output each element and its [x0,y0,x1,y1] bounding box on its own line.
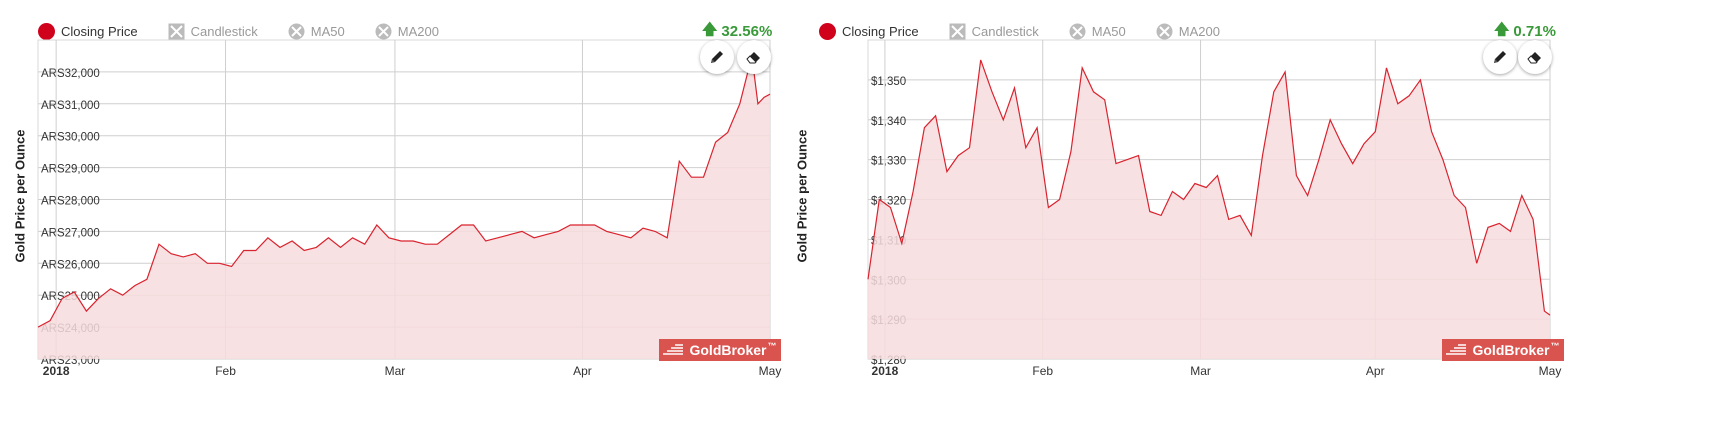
brand-name: GoldBroker [1472,342,1550,358]
y-tick-label: ARS29,000 [41,164,100,176]
draw-button[interactable] [1483,40,1517,74]
y-tick-label: ARS27,000 [41,227,100,239]
disabled-x-icon [1156,23,1173,39]
goldbroker-logo: GoldBroker ™ [659,339,781,361]
y-tick-label: $1,340 [871,116,906,128]
draw-button[interactable] [700,40,734,74]
y-tick-label: $1,330 [871,156,906,168]
change-value: 32.56% [721,23,773,40]
brand-bars-icon [1446,344,1467,355]
chart-panel-ars: Closing Price Candlestick MA50 MA200 🡅 3… [13,19,782,378]
y-tick-label: ARS31,000 [41,100,100,112]
x-tick-label: May [759,364,782,378]
y-tick-label: $1,350 [871,76,906,88]
chart-svg: ARS23,000ARS24,000ARS25,000ARS26,000ARS2… [37,39,782,378]
eraser-icon [746,52,760,64]
x-tick-label: Mar [385,364,406,378]
legend-closing-price[interactable]: Closing Price [38,22,138,40]
legend-ma200[interactable]: MA200 [375,23,439,40]
legend-candlestick[interactable]: Candlestick [949,23,1039,40]
legend-label: MA50 [310,23,345,39]
disabled-x-icon [288,23,305,39]
brand-trademark: ™ [767,341,777,351]
x-tick-label: Apr [573,364,592,378]
legend-label: MA200 [397,23,439,39]
chart-panel-usd: Closing Price Candlestick MA50 MA200 🡅 0… [795,0,1732,426]
x-tick-label: Mar [1190,364,1211,378]
legend-label: Closing Price [842,23,919,39]
legend-label: MA50 [1091,23,1126,39]
price-area [868,59,1550,360]
y-tick-label: ARS30,000 [41,132,100,144]
goldbroker-logo: GoldBroker ™ [1442,339,1564,361]
legend-label: Closing Price [61,23,138,39]
x-tick-label: Feb [215,364,236,378]
brand-name: GoldBroker [689,342,767,358]
legend-ma50[interactable]: MA50 [288,23,345,40]
disabled-x-icon [949,23,966,39]
legend-label: MA200 [1178,23,1220,39]
legend-closing-price[interactable]: Closing Price [819,22,919,40]
y-tick-label: ARS26,000 [41,259,100,271]
price-line [867,59,1551,316]
x-tick-label: Apr [1366,364,1385,378]
disabled-x-icon [1069,23,1086,39]
brand-trademark: ™ [1550,341,1560,351]
erase-button[interactable] [737,40,771,74]
legend-candlestick[interactable]: Candlestick [168,23,258,40]
disabled-x-icon [375,23,392,39]
y-tick-label: ARS32,000 [41,68,100,80]
erase-button[interactable] [1518,40,1552,74]
legend-ma50[interactable]: MA50 [1069,23,1126,40]
price-change: 🡅 0.71% [1494,19,1556,44]
x-tick-label: 2018 [872,364,899,378]
price-line [37,55,771,328]
disabled-x-icon [168,23,185,39]
chart-svg: $1,280$1,290$1,300$1,310$1,320$1,330$1,3… [867,39,1562,378]
pencil-icon [1494,51,1506,63]
price-area [38,55,770,360]
legend-ma200[interactable]: MA200 [1156,23,1220,40]
legend: Closing Price Candlestick MA50 MA200 [819,20,1220,42]
brand-bars-icon [663,344,684,355]
arrow-up-icon: 🡅 [1494,21,1510,38]
x-tick-label: 2018 [43,364,70,378]
legend: Closing Price Candlestick MA50 MA200 [38,20,439,42]
arrow-up-icon: 🡅 [702,21,718,38]
pencil-icon [711,51,723,63]
eraser-icon [1527,52,1541,64]
legend-label: Candlestick [190,23,258,39]
closing-price-dot-icon [819,22,836,40]
legend-label: Candlestick [971,23,1039,39]
change-value: 0.71% [1513,23,1556,40]
x-tick-label: May [1539,364,1562,378]
x-tick-label: Feb [1032,364,1053,378]
price-change: 🡅 32.56% [702,19,772,44]
y-tick-label: ARS28,000 [41,196,100,208]
closing-price-dot-icon [38,22,55,40]
y-axis-title: Gold Price per Ounce [794,129,810,263]
